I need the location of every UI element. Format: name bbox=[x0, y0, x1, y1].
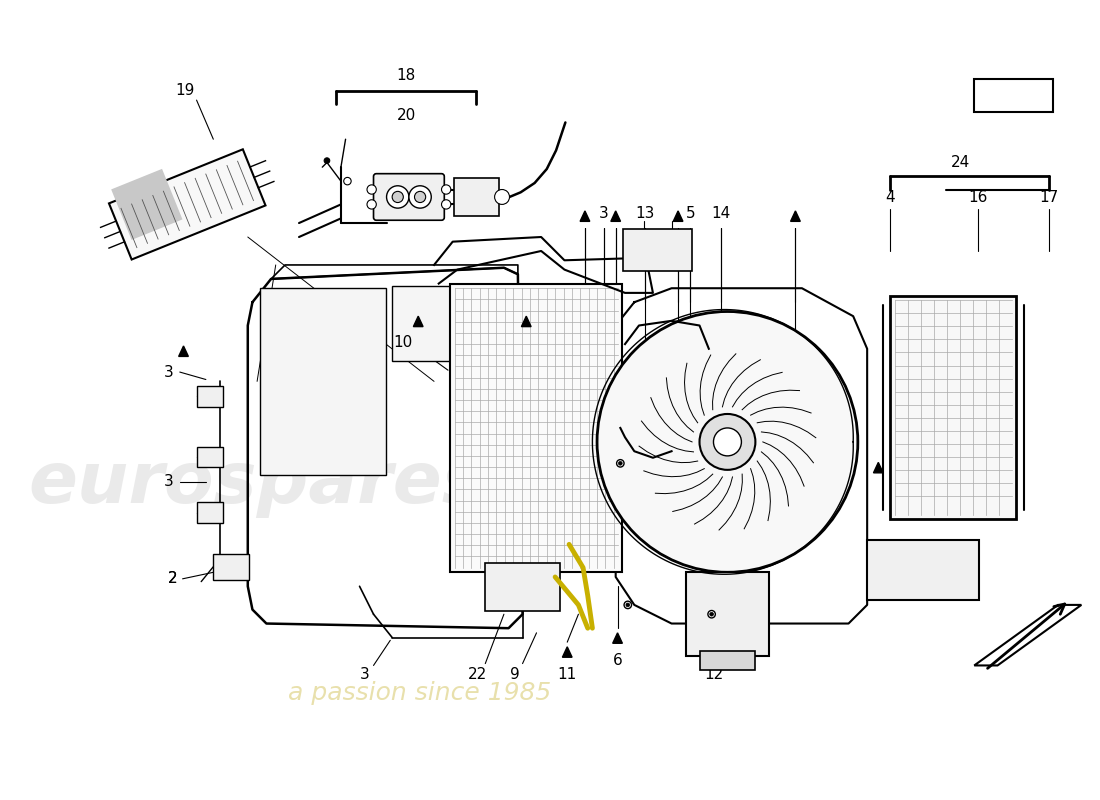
Polygon shape bbox=[562, 647, 572, 658]
Text: 22: 22 bbox=[469, 667, 487, 682]
Polygon shape bbox=[610, 211, 620, 222]
Text: 16: 16 bbox=[968, 190, 987, 206]
Bar bbox=[260, 288, 386, 474]
Bar bbox=[213, 554, 249, 580]
Polygon shape bbox=[521, 316, 531, 326]
Text: 24: 24 bbox=[950, 155, 970, 170]
Text: 12: 12 bbox=[704, 667, 723, 682]
Polygon shape bbox=[111, 169, 183, 240]
Text: 3: 3 bbox=[164, 365, 174, 379]
Text: 10: 10 bbox=[394, 334, 412, 350]
Circle shape bbox=[495, 190, 509, 205]
Circle shape bbox=[624, 601, 631, 609]
Polygon shape bbox=[414, 316, 424, 326]
Polygon shape bbox=[580, 211, 590, 222]
Bar bbox=[392, 286, 504, 361]
FancyBboxPatch shape bbox=[453, 178, 499, 215]
Polygon shape bbox=[791, 211, 801, 222]
Text: 9: 9 bbox=[510, 667, 520, 682]
Circle shape bbox=[700, 414, 756, 470]
Bar bbox=[975, 78, 1054, 112]
Polygon shape bbox=[178, 346, 188, 357]
Bar bbox=[700, 651, 756, 670]
Text: 6: 6 bbox=[613, 654, 623, 668]
Polygon shape bbox=[975, 605, 1081, 666]
Circle shape bbox=[415, 191, 426, 202]
Circle shape bbox=[409, 186, 431, 208]
Text: 8: 8 bbox=[507, 334, 516, 350]
Polygon shape bbox=[987, 88, 996, 98]
Text: 4: 4 bbox=[886, 190, 895, 206]
Circle shape bbox=[710, 612, 714, 616]
Text: 2: 2 bbox=[167, 571, 177, 586]
Bar bbox=[197, 446, 222, 467]
Text: eurospares: eurospares bbox=[29, 450, 485, 518]
Text: a passion since 1985: a passion since 1985 bbox=[288, 682, 552, 706]
Polygon shape bbox=[109, 150, 265, 259]
Bar bbox=[197, 502, 222, 523]
Circle shape bbox=[617, 460, 624, 467]
Circle shape bbox=[441, 200, 451, 209]
Text: 11: 11 bbox=[558, 667, 576, 682]
FancyBboxPatch shape bbox=[623, 229, 692, 271]
Bar bbox=[867, 540, 979, 600]
Circle shape bbox=[343, 178, 351, 185]
Text: 19: 19 bbox=[176, 83, 195, 98]
Text: 13: 13 bbox=[636, 206, 656, 222]
Circle shape bbox=[386, 186, 409, 208]
Polygon shape bbox=[673, 211, 683, 222]
Bar bbox=[485, 563, 560, 611]
Circle shape bbox=[441, 185, 451, 194]
Circle shape bbox=[324, 158, 330, 163]
Circle shape bbox=[626, 603, 629, 606]
Text: 18: 18 bbox=[396, 68, 416, 83]
Circle shape bbox=[708, 610, 715, 618]
Text: = 1: = 1 bbox=[1008, 88, 1034, 103]
Text: 2: 2 bbox=[167, 571, 177, 586]
Text: 20: 20 bbox=[396, 109, 416, 123]
Text: 3: 3 bbox=[360, 667, 370, 682]
Circle shape bbox=[714, 428, 741, 456]
Circle shape bbox=[597, 311, 858, 572]
Text: 5: 5 bbox=[685, 206, 695, 222]
Text: 17: 17 bbox=[1040, 190, 1058, 206]
Circle shape bbox=[367, 200, 376, 209]
FancyBboxPatch shape bbox=[374, 174, 444, 220]
Bar bbox=[450, 283, 623, 572]
Polygon shape bbox=[873, 462, 883, 473]
Circle shape bbox=[392, 191, 404, 202]
Bar bbox=[197, 386, 222, 406]
Text: 14: 14 bbox=[712, 206, 730, 222]
Text: 3: 3 bbox=[598, 206, 608, 222]
Bar bbox=[890, 296, 1016, 519]
Bar bbox=[685, 572, 769, 656]
Circle shape bbox=[618, 462, 623, 465]
Circle shape bbox=[367, 185, 376, 194]
Polygon shape bbox=[613, 633, 623, 643]
Text: 3: 3 bbox=[164, 474, 174, 490]
